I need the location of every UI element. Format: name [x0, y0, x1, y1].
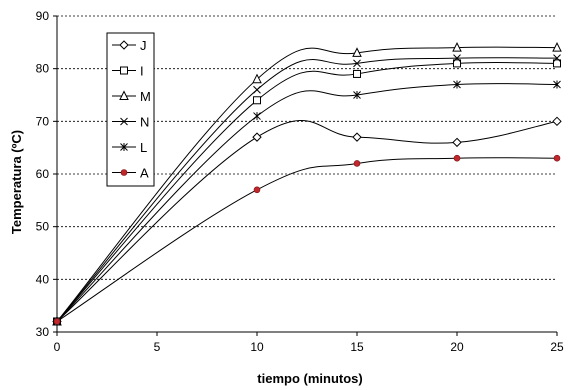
x-axis-ticks: 0 5 10 15 20 25 [54, 332, 564, 354]
y-tick-label: 70 [36, 114, 50, 128]
series-line-n [56, 57, 558, 322]
series-line-j [56, 120, 558, 322]
data-point-m [252, 73, 262, 84]
x-tick-label: 5 [154, 340, 161, 354]
legend-label: N [140, 115, 149, 130]
legend-marker [120, 143, 128, 151]
y-axis-title: Temperatura (ºC) [9, 130, 24, 234]
series-line-i [56, 61, 558, 322]
series-line-m [56, 46, 558, 322]
y-tick-label: 90 [36, 9, 50, 23]
data-point-a [253, 186, 261, 194]
data-point-j [552, 116, 562, 127]
legend-marker [120, 117, 128, 126]
data-point-i [353, 69, 361, 78]
legend-marker [119, 90, 129, 100]
legend-box [106, 32, 155, 187]
y-tick-label: 60 [36, 167, 50, 181]
series-line-l [56, 83, 558, 322]
series-line-a [56, 157, 558, 322]
legend-label: L [140, 140, 147, 155]
legend-marker [119, 40, 129, 50]
y-axis-ticks: 30 40 50 60 70 80 90 [36, 9, 57, 339]
legend-label: A [140, 166, 149, 181]
y-tick-label: 40 [36, 272, 50, 286]
data-point-j [252, 132, 262, 142]
data-point-n [253, 85, 261, 94]
data-point-n [353, 59, 361, 68]
data-point-l [353, 91, 361, 99]
data-point-m [552, 41, 562, 52]
data-point-m [452, 41, 462, 52]
legend-item-i: I [112, 64, 144, 79]
series-lines [56, 46, 558, 322]
data-point-a [453, 154, 461, 162]
data-point-l [253, 112, 261, 121]
legend-marker [120, 66, 128, 75]
data-point-a [553, 154, 561, 162]
x-tick-label: 15 [350, 340, 364, 354]
data-point-l [553, 80, 561, 89]
legend-label: M [140, 89, 151, 104]
legend-label: J [140, 38, 147, 53]
legend-item-m: M [112, 89, 151, 104]
data-point-n [453, 54, 461, 62]
data-point-a [353, 160, 361, 167]
y-tick-label: 80 [36, 62, 50, 76]
y-tick-label: 50 [36, 220, 50, 234]
data-point-a [53, 318, 61, 325]
x-axis-title: tiempo (minutos) [257, 371, 362, 386]
series-markers [52, 41, 562, 327]
legend-item-j: J [112, 38, 147, 53]
data-point-i [553, 59, 561, 68]
x-tick-label: 20 [450, 340, 464, 354]
data-point-i [453, 59, 461, 68]
data-point-n [553, 54, 561, 62]
data-point-j [452, 137, 462, 148]
x-tick-label: 25 [550, 340, 564, 354]
data-point-m [352, 47, 362, 57]
legend-item-n: N [112, 115, 149, 130]
legend-item-a: A [112, 166, 149, 181]
y-tick-label: 30 [36, 325, 50, 339]
data-point-i [253, 96, 261, 105]
legend-label: I [140, 64, 144, 79]
x-tick-label: 0 [54, 340, 61, 354]
data-point-l [453, 80, 461, 89]
x-tick-label: 10 [250, 340, 264, 354]
legend-marker [120, 169, 128, 176]
data-point-j [352, 132, 362, 142]
legend-item-l: L [112, 140, 147, 155]
